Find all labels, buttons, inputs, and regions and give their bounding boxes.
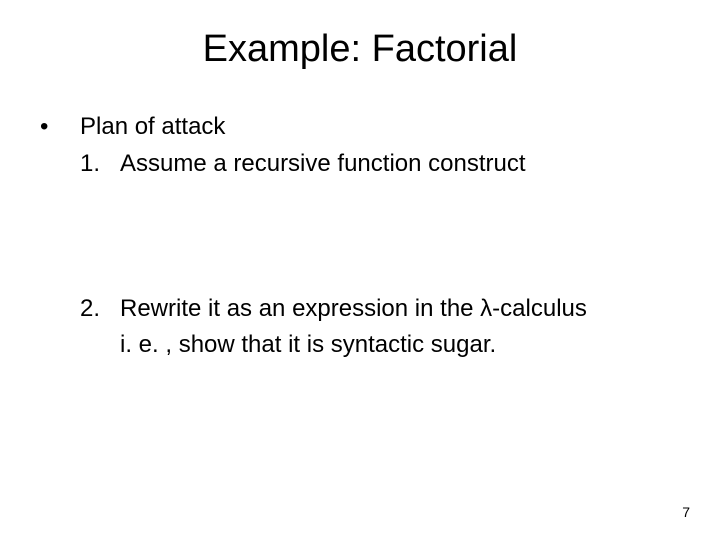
list-text-1: Assume a recursive function construct [120, 148, 526, 179]
list-marker-1: 1. [80, 148, 120, 179]
slide-title: Example: Factorial [30, 28, 690, 71]
list-subtext-2: i. e. , show that it is syntactic sugar. [40, 329, 690, 360]
bullet-item: • Plan of attack [40, 111, 690, 142]
spacing-gap [40, 183, 690, 293]
slide-content: • Plan of attack 1. Assume a recursive f… [30, 111, 690, 360]
list-item: 2. Rewrite it as an expression in the λ-… [40, 293, 690, 324]
bullet-marker: • [40, 111, 80, 142]
list-item: 1. Assume a recursive function construct [40, 148, 690, 179]
page-number: 7 [682, 504, 690, 520]
list-text-2: Rewrite it as an expression in the λ-cal… [120, 293, 587, 324]
bullet-text: Plan of attack [80, 111, 225, 142]
slide-container: Example: Factorial • Plan of attack 1. A… [0, 0, 720, 540]
list-marker-2: 2. [80, 293, 120, 324]
